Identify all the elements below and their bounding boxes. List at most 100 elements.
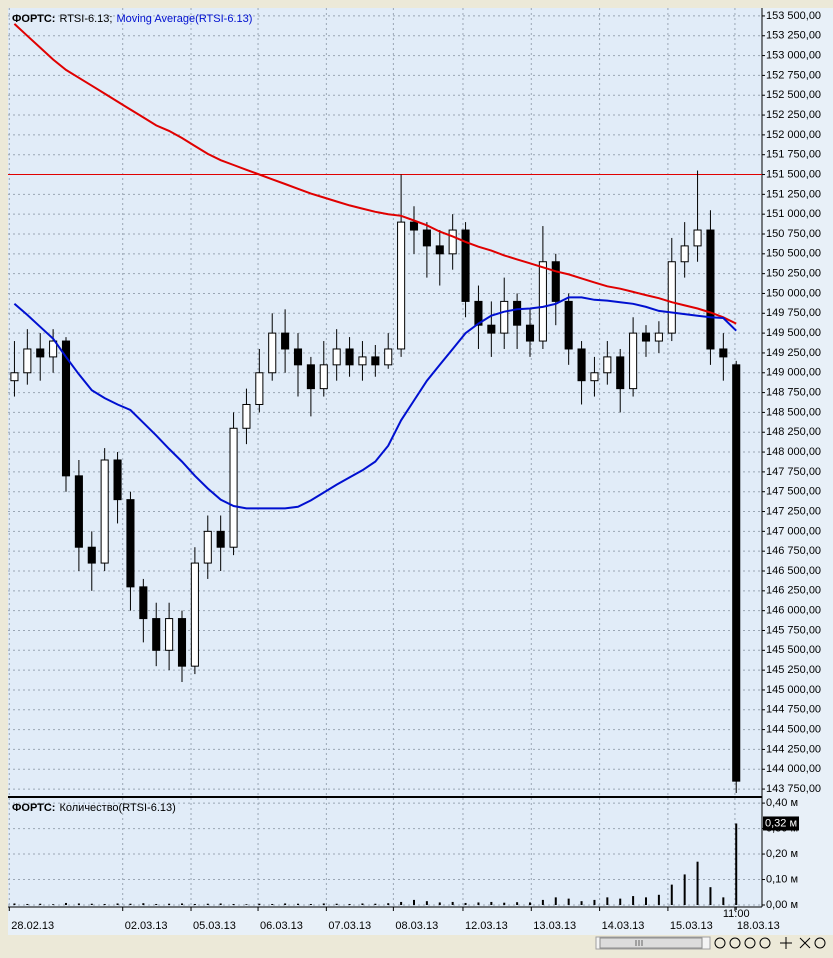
candle-body — [61, 340, 71, 477]
y-tick-label: 148 250,00 — [766, 426, 821, 438]
volume-bar — [477, 902, 480, 905]
candle-body — [422, 229, 431, 247]
y-tick-label: 148 000,00 — [766, 446, 821, 458]
zoom-out-button[interactable] — [729, 937, 741, 949]
volume-bar — [348, 903, 351, 905]
volume-bar — [309, 903, 312, 905]
x-tick-label: 28.02.13 — [11, 920, 54, 932]
x-tick-label: 06.03.13 — [260, 920, 303, 932]
volume-bar — [438, 902, 441, 905]
toolbar — [714, 937, 826, 949]
volume-bar — [219, 903, 222, 905]
y-tick-label: 145 750,00 — [766, 624, 821, 636]
y-tick-label: 145 500,00 — [766, 644, 821, 656]
marks-layer — [8, 23, 762, 905]
candle-body — [693, 229, 702, 247]
y-tick-label: 153 000,00 — [766, 49, 821, 61]
volume-bar — [116, 903, 119, 905]
y-tick-label: 147 250,00 — [766, 505, 821, 517]
volume-bar — [13, 903, 16, 905]
x-tick-label: 18.03.13 — [737, 920, 780, 932]
y-tick-label: 149 750,00 — [766, 307, 821, 319]
volume-bar — [503, 902, 506, 905]
candle-body — [384, 348, 393, 366]
y-tick-label: 152 000,00 — [766, 129, 821, 141]
fit-button[interactable] — [759, 937, 771, 949]
volume-bar — [90, 903, 93, 905]
y-tick-label: 153 500,00 — [766, 10, 821, 22]
candle-body — [255, 372, 264, 405]
scrollbar[interactable] — [595, 936, 711, 950]
value-label-box — [763, 816, 799, 831]
time-axis-area — [8, 907, 833, 935]
x-tick-label: 12.03.13 — [465, 920, 508, 932]
y-tick-label: 146 000,00 — [766, 605, 821, 617]
x-tick-label: 11:00 — [723, 908, 750, 920]
volume-bar — [181, 903, 183, 905]
y-tick-label: 149 500,00 — [766, 327, 821, 339]
volume-bar — [554, 897, 557, 905]
y-tick-label: 152 750,00 — [766, 69, 821, 81]
candle-body — [603, 356, 612, 374]
pan-button[interactable] — [780, 937, 792, 949]
x-tick-label: 13.03.13 — [533, 920, 576, 932]
reset-button[interactable] — [744, 937, 756, 949]
panel-prefix: ФОРТС: — [12, 13, 55, 25]
y-tick-label: 143 750,00 — [766, 783, 821, 795]
candle-body — [216, 530, 225, 548]
volume-bar — [129, 903, 132, 905]
volume-bar — [322, 903, 325, 905]
y-tick-label: 145 000,00 — [766, 684, 821, 696]
volume-bar — [387, 903, 390, 905]
candle-body — [113, 459, 122, 501]
volume-bar — [606, 897, 609, 905]
volume-bar — [245, 904, 248, 905]
candle-body — [268, 332, 277, 374]
volume-bar — [451, 901, 454, 905]
volume-bar — [103, 903, 106, 905]
y-tick-label: 147 750,00 — [766, 466, 821, 478]
price-axis-area — [762, 8, 833, 907]
volume-bar — [529, 902, 531, 905]
x-tick-label: 15.03.13 — [670, 920, 713, 932]
candle-body — [551, 261, 560, 302]
instrument: RTSI-6.13; — [59, 13, 112, 25]
y-tick-label: 0,40 м — [766, 797, 798, 809]
volume-bar — [413, 899, 415, 905]
volume-bar — [580, 901, 583, 905]
volume-bar — [297, 903, 299, 905]
candle-body — [706, 229, 715, 350]
y-tick-label: 152 250,00 — [766, 109, 821, 121]
volume-bar — [193, 903, 196, 905]
y-tick-label: 147 000,00 — [766, 525, 821, 537]
candle-body — [177, 618, 187, 667]
volume-bar — [657, 894, 660, 905]
volume-bar — [258, 903, 261, 905]
volume-bar — [206, 903, 209, 905]
volume-bar — [619, 898, 622, 905]
volume-bar — [168, 903, 171, 905]
y-tick-label: 144 500,00 — [766, 724, 821, 736]
candle-body — [10, 372, 19, 382]
volume-bar — [232, 903, 235, 905]
settings-button[interactable] — [814, 937, 826, 949]
candle-body — [152, 618, 161, 651]
y-tick-label: 151 000,00 — [766, 208, 821, 220]
candle-body — [577, 348, 586, 382]
volume-bar — [490, 901, 493, 905]
candle-body — [358, 356, 367, 366]
volume-bar — [374, 903, 377, 905]
candle-body — [203, 530, 212, 564]
scrollbar-thumb[interactable] — [599, 937, 703, 949]
volume-bar — [425, 901, 428, 905]
candle-body — [409, 221, 419, 231]
indicator-name: Moving Average(RTSI-6.13) — [116, 13, 252, 25]
volume-bar — [52, 904, 55, 905]
candle-body — [654, 332, 663, 342]
y-tick-label: 150 500,00 — [766, 248, 821, 260]
y-tick-label: 151 750,00 — [766, 149, 821, 161]
candle-body — [719, 348, 728, 358]
zoom-in-button[interactable] — [714, 937, 726, 949]
cross-button[interactable] — [799, 937, 811, 949]
